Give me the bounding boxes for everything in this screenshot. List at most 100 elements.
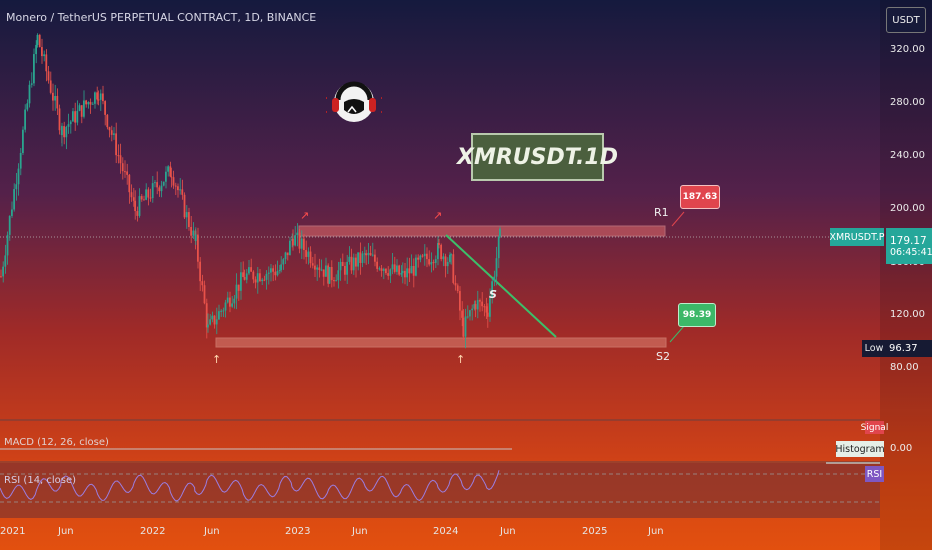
candle-body (357, 252, 359, 267)
candle-body (410, 265, 413, 274)
candle-body (45, 54, 48, 72)
candle-body (387, 273, 389, 276)
candle-body (19, 152, 22, 169)
candle-body (497, 236, 500, 259)
resistance-zone[interactable] (298, 225, 666, 237)
candle-body (289, 240, 291, 256)
candle-body (136, 211, 139, 216)
histogram-tag: Histogram (835, 441, 885, 457)
candle-body (245, 273, 248, 280)
candle-body (110, 130, 113, 135)
resistance-callout[interactable]: 187.63 (680, 185, 720, 209)
candle-body (199, 261, 201, 282)
candle-body (284, 252, 287, 260)
candle-body (307, 251, 310, 257)
y-tick-label: 320.00 (890, 44, 925, 55)
candle-body (298, 232, 301, 249)
candle-body (63, 126, 65, 138)
candle-body (328, 267, 331, 284)
candle-body (4, 255, 7, 267)
candle-body (417, 257, 419, 260)
candle-body (292, 238, 294, 246)
bottom-marker-2: ↑ (456, 353, 465, 366)
candle-body (365, 253, 367, 256)
candle-body (303, 238, 305, 251)
candle-body (231, 303, 233, 307)
candle-body (130, 192, 133, 198)
candle-body (99, 93, 102, 100)
r1-label: R1 (654, 206, 669, 219)
candle-body (41, 47, 43, 57)
candle-body (446, 261, 449, 267)
candle-body (222, 310, 225, 312)
candle-body (473, 304, 476, 309)
candle-body (339, 261, 342, 271)
candle-body (476, 300, 479, 310)
descending-trendline[interactable] (445, 234, 557, 338)
candle-body (35, 44, 37, 55)
pattern-label: S (489, 288, 497, 301)
candle-body (203, 285, 206, 304)
candle-body (267, 272, 270, 274)
candle-body (13, 189, 15, 210)
candle-body (94, 92, 96, 104)
candle-body (140, 196, 143, 200)
candle-body (167, 166, 169, 172)
candle-body (382, 268, 385, 271)
candle-body (104, 101, 106, 115)
currency-selector[interactable]: USDT (886, 7, 926, 33)
candle-body (183, 194, 186, 218)
candle-body (240, 272, 242, 291)
candle-body (434, 259, 437, 263)
candle-body (252, 271, 255, 280)
candle-body (452, 254, 455, 283)
y-tick-label: 200.00 (890, 203, 925, 214)
candle-body (174, 185, 177, 187)
candle-body (430, 262, 433, 265)
x-tick-label: Jun (58, 526, 74, 537)
candle-body (243, 276, 246, 280)
low-value: 96.37 (886, 340, 932, 357)
candle-body (229, 297, 231, 307)
candle-body (237, 284, 240, 291)
support-zone[interactable] (215, 337, 667, 348)
candle-body (242, 272, 244, 277)
candle-body (350, 256, 353, 271)
candle-body (280, 264, 282, 270)
candle-body (481, 301, 483, 307)
candle-body (22, 129, 24, 153)
candle-body (160, 185, 163, 192)
candle-body (76, 110, 79, 123)
candle-body (115, 133, 117, 156)
candle-body (194, 234, 197, 241)
candle-body (11, 209, 13, 216)
candle-body (65, 126, 68, 138)
candle-body (325, 265, 327, 277)
candle-body (479, 300, 481, 302)
candle-body (188, 212, 190, 227)
candle-body (138, 196, 141, 216)
price-axis[interactable] (880, 0, 932, 550)
candle-body (276, 271, 279, 276)
candle-body (438, 243, 440, 245)
candle-body (459, 291, 461, 311)
candle-body (80, 105, 83, 117)
rsi-label[interactable]: RSI (14, close) (4, 475, 77, 486)
candle-body (256, 273, 259, 283)
candle-body (17, 168, 20, 185)
candle-body (47, 71, 50, 81)
candle-body (97, 99, 100, 101)
candle-body (474, 304, 477, 310)
candle-body (49, 80, 52, 93)
candle-body (156, 182, 158, 188)
candle-body (108, 127, 111, 131)
candle-body (442, 256, 445, 260)
candle-body (162, 181, 165, 186)
candle-body (213, 315, 216, 325)
candle-body (250, 267, 252, 272)
macd-label[interactable]: MACD (12, 26, close) (4, 437, 109, 448)
candle-body (346, 261, 348, 275)
support-callout[interactable]: 98.39 (678, 303, 716, 327)
